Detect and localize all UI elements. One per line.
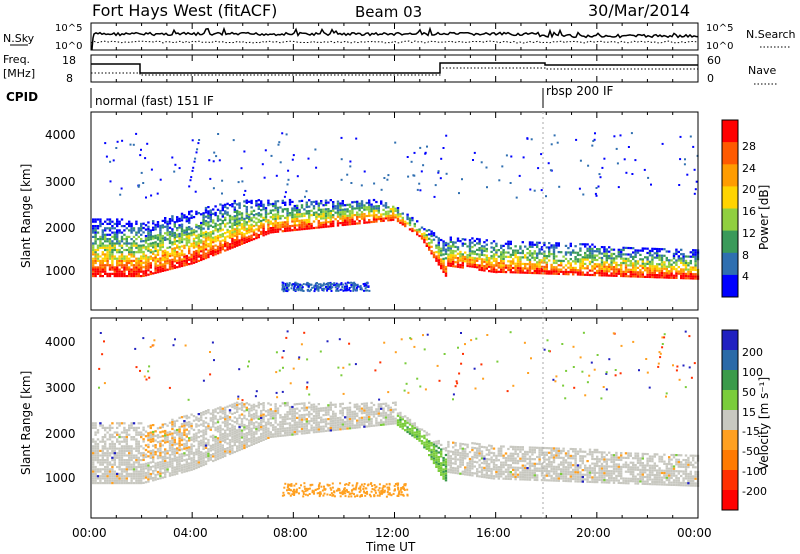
- nsearch-tick-low: 10^0: [706, 41, 733, 52]
- nsky-tick-low: 10^0: [55, 41, 82, 52]
- velocity-ylabel: Slant Range [km]: [19, 371, 33, 475]
- x-tick-1600: 16:00: [476, 526, 511, 540]
- date-label: 30/Mar/2014: [588, 1, 690, 20]
- power-ytick-2000: 2000: [45, 221, 76, 235]
- velocity-cbar-tick-100: 100: [742, 366, 763, 379]
- power-cbar-tick-24: 24: [742, 162, 756, 175]
- velocity-colorbar: [721, 329, 739, 511]
- nsearch-series-line: [90, 40, 698, 44]
- nsky-tick-high: 10^5: [55, 23, 82, 34]
- nave-tick-high: 60: [707, 54, 721, 67]
- power-cbar-tick-4: 4: [742, 270, 749, 283]
- beam-label: Beam 03: [355, 3, 422, 21]
- velocity-cbar-tick-m15: -15: [742, 425, 760, 438]
- power-heatmap: [92, 132, 700, 293]
- power-ytick-4000: 4000: [45, 128, 76, 142]
- velocity-ytick-4000: 4000: [45, 335, 76, 349]
- nsky-label: N.Sky: [3, 32, 35, 45]
- nsearch-tick-high: 10^5: [706, 23, 733, 34]
- power-cbar-tick-12: 12: [742, 227, 756, 240]
- power-colorbar-label: Power [dB]: [757, 185, 771, 250]
- velocity-ytick-2000: 2000: [45, 427, 76, 441]
- freq-tick-low: 8: [66, 72, 73, 85]
- power-cbar-tick-8: 8: [742, 249, 749, 262]
- nave-label: Nave: [748, 64, 776, 77]
- power-ytick-3000: 3000: [45, 175, 76, 189]
- x-tick-1200: 12:00: [375, 526, 410, 540]
- nave-tick-low: 0: [707, 72, 714, 85]
- x-tick-2000: 20:00: [576, 526, 611, 540]
- x-tick-0800: 08:00: [273, 526, 308, 540]
- freq-label: Freq.: [3, 53, 30, 66]
- velocity-cbar-tick-200: 200: [742, 346, 763, 359]
- velocity-heatmap: [92, 330, 700, 498]
- x-tick-0400: 04:00: [173, 526, 208, 540]
- velocity-ytick-1000: 1000: [45, 471, 76, 485]
- velocity-colorbar-label: Velocity [m s⁻¹]: [757, 377, 771, 470]
- velocity-cbar-tick-m50: -50: [742, 445, 760, 458]
- plot-title: Fort Hays West (fitACF): [92, 1, 277, 20]
- power-cbar-tick-16: 16: [742, 205, 756, 218]
- power-ytick-1000: 1000: [45, 264, 76, 278]
- nsky-series-line: [91, 26, 699, 50]
- x-axis-label: Time UT: [365, 540, 416, 554]
- nave-series-line: [91, 67, 698, 76]
- power-ylabel: Slant Range [km]: [19, 164, 33, 268]
- cpid-mode-normal: normal (fast) 151 IF: [95, 94, 214, 108]
- x-axis-ticks: [90, 23, 699, 518]
- velocity-ytick-3000: 3000: [45, 381, 76, 395]
- freq-unit-label: [MHz]: [3, 67, 35, 80]
- velocity-cbar-tick-15: 15: [742, 406, 756, 419]
- freq-series-line: [91, 62, 698, 74]
- cpid-mode-rbsp: rbsp 200 IF: [546, 84, 613, 98]
- velocity-cbar-tick-m100: -100: [742, 465, 767, 478]
- velocity-cbar-tick-50: 50: [742, 386, 756, 399]
- cpid-label: CPID: [6, 90, 38, 104]
- power-colorbar: [721, 119, 739, 298]
- power-cbar-tick-28: 28: [742, 140, 756, 153]
- x-tick-2400: 00:00: [677, 526, 712, 540]
- velocity-cbar-tick-m200: -200: [742, 485, 767, 498]
- power-cbar-tick-20: 20: [742, 183, 756, 196]
- x-tick-0000: 00:00: [72, 526, 107, 540]
- freq-tick-high: 18: [62, 54, 76, 67]
- nsearch-label: N.Search: [746, 28, 796, 41]
